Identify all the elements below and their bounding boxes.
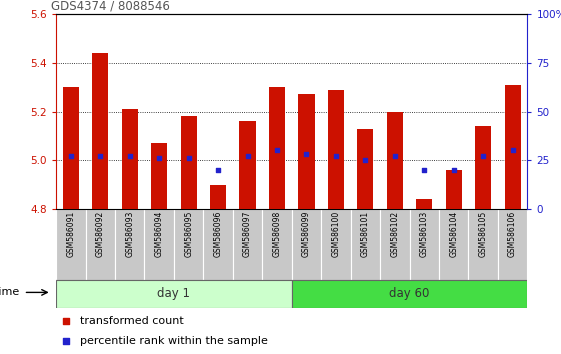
Bar [122, 109, 138, 209]
Text: GSM586091: GSM586091 [66, 211, 75, 257]
Text: GSM586095: GSM586095 [184, 211, 193, 257]
Point [61, 318, 70, 324]
Text: GSM586100: GSM586100 [332, 211, 341, 257]
Point [302, 152, 311, 157]
Bar [56, 280, 292, 308]
Text: GSM586103: GSM586103 [420, 211, 429, 257]
Bar [380, 209, 410, 280]
Bar [56, 209, 85, 280]
Text: GSM586094: GSM586094 [155, 211, 164, 257]
Point [479, 154, 488, 159]
Bar [240, 121, 256, 209]
Text: GSM586099: GSM586099 [302, 211, 311, 257]
Bar [269, 87, 285, 209]
Text: percentile rank within the sample: percentile rank within the sample [80, 336, 268, 346]
Bar [445, 170, 462, 209]
Point [273, 148, 282, 153]
Point [420, 167, 429, 173]
Bar [321, 209, 351, 280]
Point [361, 158, 370, 163]
Point [449, 167, 458, 173]
Text: GSM586092: GSM586092 [96, 211, 105, 257]
Point [332, 154, 341, 159]
Text: GSM586102: GSM586102 [390, 211, 399, 257]
Text: GSM586101: GSM586101 [361, 211, 370, 257]
Bar [292, 280, 527, 308]
Point [508, 148, 517, 153]
Point [66, 154, 75, 159]
Point [155, 155, 164, 161]
Bar [181, 116, 197, 209]
Bar [174, 209, 203, 280]
Text: day 60: day 60 [389, 287, 430, 300]
Text: GSM586105: GSM586105 [479, 211, 488, 257]
Point [96, 154, 105, 159]
Bar [357, 129, 374, 209]
Bar [439, 209, 468, 280]
Text: GSM586096: GSM586096 [214, 211, 223, 257]
Bar [144, 209, 174, 280]
Bar [92, 53, 108, 209]
Bar [416, 199, 433, 209]
Text: transformed count: transformed count [80, 316, 183, 326]
Bar [328, 90, 344, 209]
Bar [351, 209, 380, 280]
Text: GSM586098: GSM586098 [273, 211, 282, 257]
Bar [63, 87, 79, 209]
Bar [387, 112, 403, 209]
Text: GDS4374 / 8088546: GDS4374 / 8088546 [52, 0, 170, 13]
Text: GSM586104: GSM586104 [449, 211, 458, 257]
Bar [203, 209, 233, 280]
Bar [115, 209, 144, 280]
Point [214, 167, 223, 173]
Text: day 1: day 1 [158, 287, 190, 300]
Bar [233, 209, 262, 280]
Point [243, 154, 252, 159]
Bar [262, 209, 292, 280]
Bar [410, 209, 439, 280]
Bar [210, 184, 226, 209]
Bar [151, 143, 167, 209]
Bar [468, 209, 498, 280]
Text: GSM586097: GSM586097 [243, 211, 252, 257]
Bar [85, 209, 115, 280]
Bar [504, 85, 521, 209]
Text: GSM586093: GSM586093 [125, 211, 134, 257]
Point [125, 154, 134, 159]
Bar [298, 95, 315, 209]
Text: time: time [0, 287, 20, 297]
Point [390, 154, 399, 159]
Text: GSM586106: GSM586106 [508, 211, 517, 257]
Bar [292, 209, 321, 280]
Bar [475, 126, 491, 209]
Point [61, 338, 70, 344]
Bar [498, 209, 527, 280]
Point [184, 155, 193, 161]
